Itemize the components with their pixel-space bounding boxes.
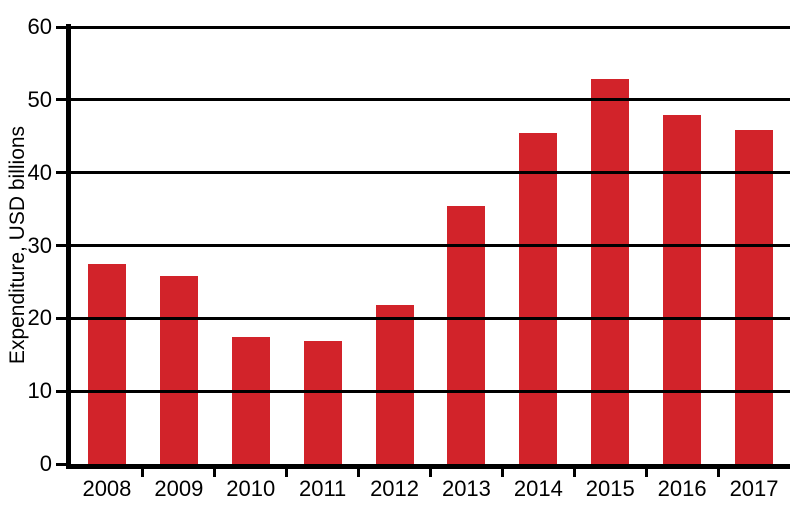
bar-2014 [519, 133, 558, 464]
gridline-60 [71, 25, 790, 29]
x-boundary-tick-1 [141, 469, 145, 477]
y-tick-mark-50 [56, 98, 66, 102]
y-tick-label-60: 60 [27, 14, 52, 39]
x-tick-label-2014: 2014 [513, 476, 563, 501]
x-boundary-tick-4 [357, 469, 361, 477]
x-boundary-tick-5 [429, 469, 432, 477]
x-boundary-tick-9 [716, 469, 720, 477]
y-tick-mark-40 [56, 171, 66, 175]
gridline-10 [71, 389, 790, 393]
y-tick-label-10: 10 [27, 378, 52, 404]
bar-2016 [663, 115, 702, 464]
x-tick-label-2016: 2016 [657, 476, 707, 501]
gridline-30 [71, 244, 790, 247]
y-tick-label-50: 50 [27, 86, 52, 112]
y-tick-label-30: 30 [27, 232, 52, 258]
bar-2012 [375, 305, 414, 464]
y-tick-mark-10 [56, 389, 66, 393]
x-axis-line [66, 464, 790, 469]
bar-2017 [735, 130, 774, 464]
bar-2011 [303, 340, 342, 464]
x-tick-label-2008: 2008 [82, 476, 132, 501]
x-boundary-tick-6 [500, 469, 504, 477]
y-tick-label-0: 0 [39, 451, 52, 476]
y-tick-label-20: 20 [27, 305, 52, 331]
gridline-20 [71, 316, 790, 320]
x-tick-label-2010: 2010 [226, 476, 276, 501]
x-tick-label-2011: 2011 [298, 476, 347, 501]
x-tick-label-2017: 2017 [729, 476, 779, 501]
y-tick-mark-20 [56, 316, 66, 320]
gridline-40 [71, 171, 790, 175]
y-tick-mark-30 [56, 244, 66, 247]
bar-2008 [87, 263, 126, 464]
x-boundary-tick-7 [572, 469, 576, 477]
bar-2013 [447, 206, 486, 464]
bar-2009 [159, 276, 198, 464]
x-boundary-tick-2 [213, 469, 217, 477]
x-tick-label-2012: 2012 [370, 476, 420, 501]
y-tick-mark-0 [56, 462, 66, 466]
bar-2010 [231, 337, 270, 464]
bar-2015 [591, 79, 630, 464]
gridline-50 [71, 98, 790, 102]
y-tick-label-40: 40 [27, 159, 52, 185]
x-tick-label-2015: 2015 [585, 476, 635, 501]
x-tick-label-2013: 2013 [441, 476, 491, 501]
y-axis-line [66, 24, 71, 469]
x-boundary-tick-3 [285, 469, 289, 477]
y-tick-mark-60 [56, 25, 66, 29]
x-boundary-tick-8 [644, 469, 648, 477]
x-tick-label-2009: 2009 [154, 476, 204, 501]
